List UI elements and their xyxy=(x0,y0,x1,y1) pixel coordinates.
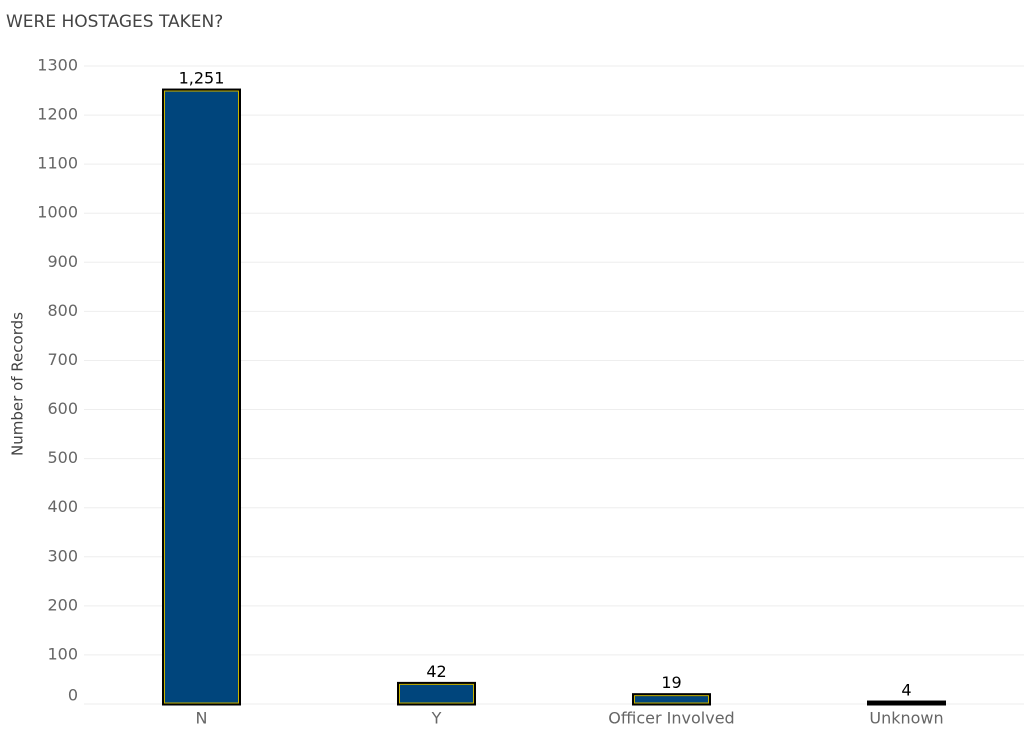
y-tick-label: 700 xyxy=(47,350,78,369)
bar xyxy=(162,88,241,706)
x-tick-label: Y xyxy=(431,709,442,728)
y-tick-label: 0 xyxy=(68,686,78,705)
y-axis-label: Number of Records xyxy=(9,312,27,456)
y-tick-label: 900 xyxy=(47,252,78,271)
y-tick-label: 400 xyxy=(47,497,78,516)
y-tick-label: 1300 xyxy=(37,56,78,75)
y-tick-label: 600 xyxy=(47,399,78,418)
chart-title: WERE HOSTAGES TAKEN? xyxy=(6,12,223,32)
y-tick-label: 1000 xyxy=(37,203,78,222)
value-label: 4 xyxy=(901,681,911,700)
value-label: 1,251 xyxy=(179,69,225,88)
y-tick-label: 200 xyxy=(47,595,78,614)
bar xyxy=(397,681,476,706)
bar xyxy=(867,700,946,706)
x-tick-label: Unknown xyxy=(869,709,943,728)
bar xyxy=(632,693,711,706)
y-tick-label: 800 xyxy=(47,301,78,320)
bar-outline xyxy=(399,683,474,704)
y-tick-label: 1100 xyxy=(37,154,78,173)
x-tick-label: N xyxy=(196,709,208,728)
x-tick-label: Officer Involved xyxy=(608,709,734,728)
bar-outline xyxy=(164,90,239,704)
y-tick-label: 300 xyxy=(47,546,78,565)
bar-outline xyxy=(634,695,709,704)
y-tick-label: 1200 xyxy=(37,105,78,124)
y-tick-label: 100 xyxy=(47,644,78,663)
value-label: 19 xyxy=(661,673,681,692)
value-label: 42 xyxy=(426,662,446,681)
y-tick-label: 500 xyxy=(47,448,78,467)
